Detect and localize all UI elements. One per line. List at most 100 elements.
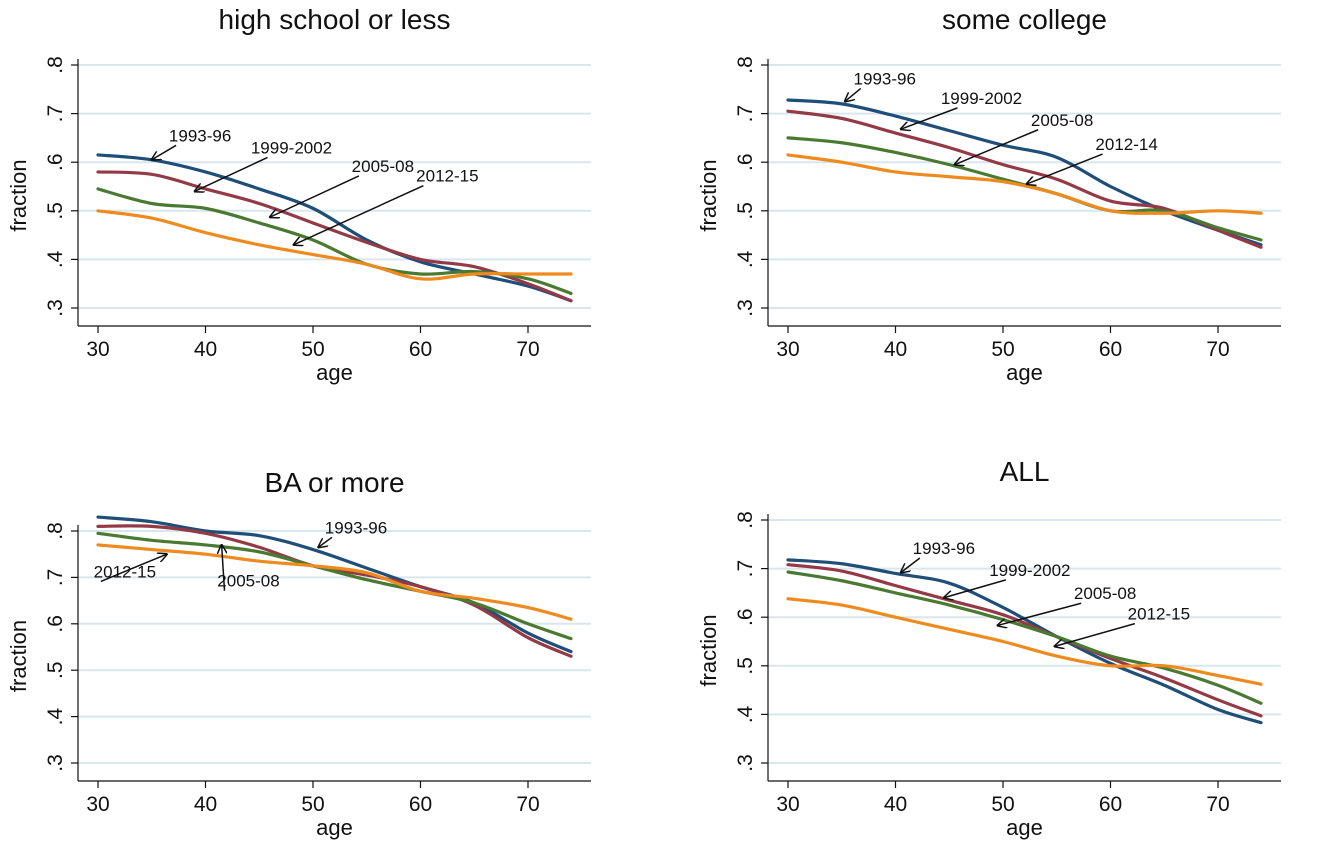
x-tick-label: 30 [776,338,799,361]
chart-panel-1: .3 .4 .5 .6 .7 .8 30 40 50 60 70 age fraction some co… [696,4,1281,385]
x-tick-label: 50 [301,338,324,361]
chart-title: BA or more [264,467,404,498]
chart-panel-3: .3 .4 .5 .6 .7 .8 30 40 50 60 70 age fraction ALL 1993… [696,456,1281,840]
chart-title: some college [942,4,1107,35]
x-tick-label: 70 [1206,793,1229,816]
y-axis-label: fraction [696,614,721,686]
annotation-label: 2012-15 [1128,605,1190,624]
annotation-arrow [222,545,225,591]
y-tick-label: .3 [734,299,757,317]
x-tick-label: 70 [516,793,539,816]
x-tick-label: 40 [194,338,217,361]
y-tick-label: .7 [44,569,67,587]
annotation-label: 1999-2002 [251,138,332,157]
series-line-1999-2002 [96,524,573,658]
annotation-label: 2012-14 [1095,135,1157,154]
annotation-arrow [100,554,167,583]
series-line-2012-15 [786,597,1263,686]
y-tick-label: .8 [44,56,67,74]
x-tick-label: 60 [1099,793,1122,816]
series-line-1999-2002 [786,109,1263,249]
x-axis-label: age [1006,815,1043,840]
y-tick-label: .4 [734,705,757,723]
y-tick-label: .3 [734,754,757,772]
x-axis-label: age [316,360,353,385]
x-tick-label: 60 [409,338,432,361]
x-tick-label: 40 [194,793,217,816]
y-tick-label: .5 [734,202,757,220]
annotation-label: 2005-08 [352,157,414,176]
y-tick-label: .8 [734,511,757,529]
x-tick-label: 50 [991,793,1014,816]
y-tick-label: .7 [734,105,757,123]
annotation-label: 2012-15 [94,562,156,581]
annotation-label: 1993-96 [169,126,231,145]
annotation-label: 1999-2002 [989,561,1070,580]
x-tick-label: 30 [86,793,109,816]
annotation-arrow [901,107,958,129]
series-line-1993-96 [786,558,1263,725]
y-tick-label: .4 [44,250,67,268]
annotation-arrow [294,184,424,245]
annotation-arrow [955,129,1039,165]
annotation-arrow [152,144,177,159]
annotation-arrow [845,87,862,101]
x-tick-label: 70 [516,338,539,361]
series-line-2012-15 [96,543,573,621]
series-line-1999-2002 [786,563,1263,718]
y-tick-label: .5 [734,657,757,675]
y-tick-label: .4 [734,250,757,268]
series-line-1993-96 [96,515,573,654]
chart-panel-0: .3 .4 .5 .6 .7 .8 30 40 50 60 70 age fraction high sc… [6,4,591,385]
y-tick-label: .5 [44,661,67,679]
y-axis-label: fraction [696,159,721,231]
x-tick-label: 50 [991,338,1014,361]
y-tick-label: .7 [44,105,67,123]
series-line-1993-96 [786,98,1263,247]
y-axis-label: fraction [6,620,31,692]
annotation-arrow [270,175,360,217]
x-tick-label: 30 [776,793,799,816]
y-tick-label: .3 [44,754,67,772]
annotation-label: 2005-08 [217,572,279,591]
series-line-2012-14 [786,153,1263,215]
series-line-2005-08 [96,531,573,641]
series-line-2005-08 [96,187,573,296]
annotation-arrow [195,156,268,191]
y-tick-label: .8 [734,56,757,74]
x-tick-label: 70 [1206,338,1229,361]
x-tick-label: 60 [409,793,432,816]
series-line-2005-08 [786,136,1263,242]
y-tick-label: .6 [44,153,67,171]
annotation-label: 1993-96 [325,518,387,537]
annotation-arrow [998,602,1082,625]
x-tick-label: 50 [301,793,324,816]
annotation-label: 2005-08 [1031,111,1093,130]
series-line-2005-08 [786,570,1263,705]
y-tick-label: .5 [44,202,67,220]
annotation-arrow [901,557,921,572]
annotation-label: 1993-96 [854,69,916,88]
y-tick-label: .7 [734,560,757,578]
annotation-arrow [1055,622,1136,647]
annotation-arrow [944,579,1007,598]
x-tick-label: 40 [884,793,907,816]
x-tick-label: 40 [884,338,907,361]
chart-panel-2: .3 .4 .5 .6 .7 .8 30 40 50 60 70 age fraction BA or m… [6,467,591,840]
annotation-label: 1993-96 [913,539,975,558]
y-tick-label: .6 [44,615,67,633]
y-tick-label: .3 [44,299,67,317]
y-tick-label: .8 [44,522,67,540]
chart-title: high school or less [219,4,451,35]
y-tick-label: .6 [734,153,757,171]
series-line-1999-2002 [96,170,573,303]
x-axis-label: age [316,815,353,840]
annotation-arrow [1027,153,1103,184]
y-tick-label: .4 [44,708,67,726]
x-tick-label: 30 [86,338,109,361]
annotation-arrow [318,536,333,547]
series-line-2012-15 [96,209,573,281]
chart-title: ALL [1000,456,1050,487]
annotation-label: 2005-08 [1074,584,1136,603]
